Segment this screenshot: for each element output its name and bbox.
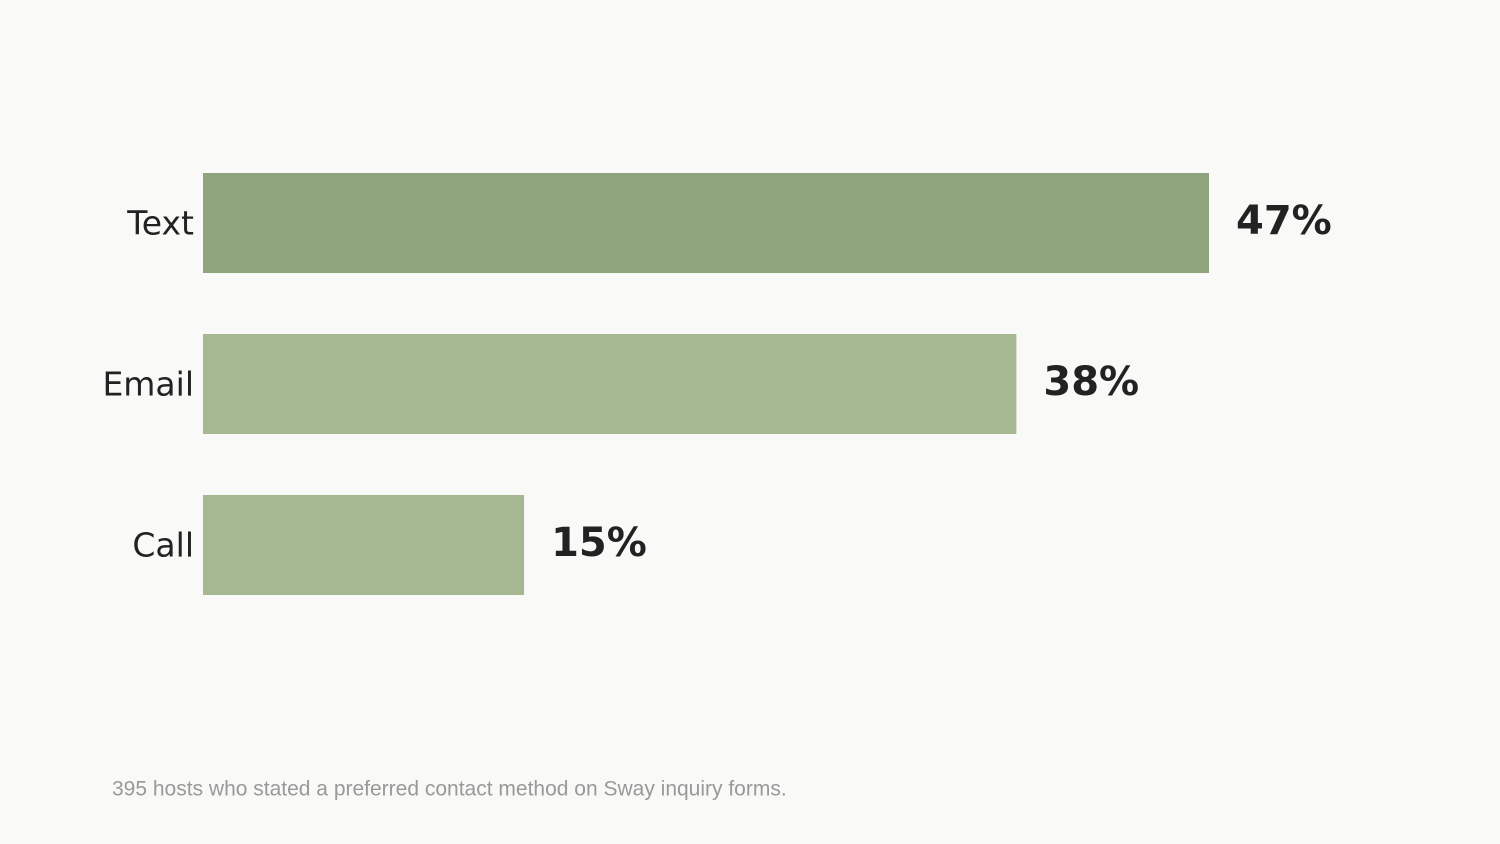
category-label: Email: [102, 365, 194, 404]
value-label: 38%: [1043, 359, 1139, 405]
value-label: 15%: [551, 520, 647, 566]
value-label: 47%: [1236, 198, 1332, 244]
bar: [203, 495, 525, 595]
bar: [203, 173, 1209, 273]
footnote: 395 hosts who stated a preferred contact…: [112, 778, 787, 801]
category-label: Call: [132, 526, 194, 565]
bar: [203, 334, 1017, 434]
category-label: Text: [126, 204, 194, 243]
